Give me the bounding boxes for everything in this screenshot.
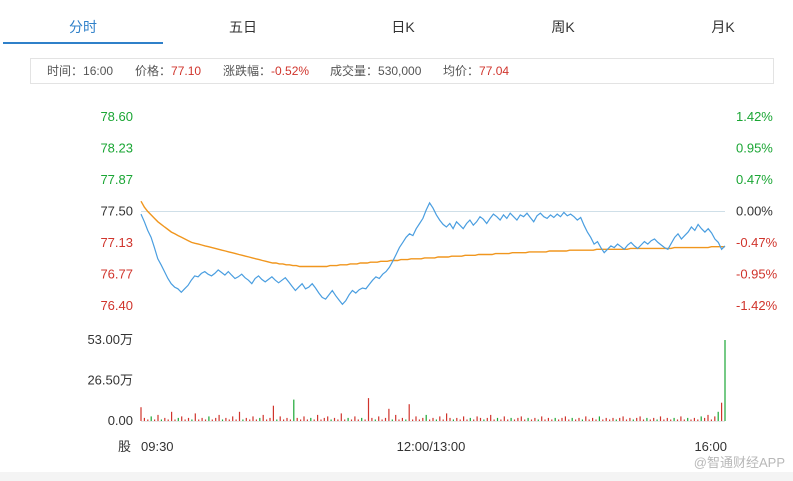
info-time-value: 16:00 <box>83 64 114 78</box>
percent-tick-label: 0.00% <box>736 204 773 219</box>
price-tick-label: 76.40 <box>100 298 133 313</box>
volume-tick-label: 53.00万 <box>87 332 133 347</box>
price-tick-label: 77.50 <box>100 204 133 219</box>
percent-tick-label: 0.47% <box>736 172 773 187</box>
info-avg-value: 77.04 <box>479 64 510 78</box>
tab-five-day[interactable]: 五日 <box>229 19 257 35</box>
volume-unit-label: 股 <box>118 439 131 454</box>
info-volume-value: 530,000 <box>378 64 422 78</box>
quote-info-bar: 时间：16:00 价格：77.10 涨跌幅：-0.52% 成交量：530,000… <box>30 58 774 84</box>
volume-axis: 53.00万 26.50万 0.00 <box>87 332 133 428</box>
price-tick-label: 78.60 <box>100 109 133 124</box>
percent-tick-label: 1.42% <box>736 109 773 124</box>
info-avg: 均价：77.04 <box>443 59 509 83</box>
volume-tick-label: 0.00 <box>108 413 133 428</box>
time-tick-label: 09:30 <box>141 439 174 454</box>
volume-bars <box>140 340 726 421</box>
tab-monthly-k[interactable]: 月K <box>711 19 735 35</box>
price-tick-label: 78.23 <box>100 141 133 156</box>
percent-tick-label: -0.47% <box>736 235 778 250</box>
time-tick-label: 12:00/13:00 <box>397 439 466 454</box>
info-time-label: 时间： <box>47 64 84 78</box>
info-volume-label: 成交量： <box>330 64 379 78</box>
info-price-value: 77.10 <box>171 64 202 78</box>
info-change-label: 涨跌幅： <box>223 64 272 78</box>
active-tab-indicator <box>3 42 163 44</box>
info-volume: 成交量：530,000 <box>330 59 421 83</box>
price-line <box>140 201 726 306</box>
period-tabs: 分时 五日 日K 周K 月K <box>0 0 793 46</box>
average-price-line <box>140 200 725 268</box>
price-tick-label: 76.77 <box>100 267 133 282</box>
info-change: 涨跌幅：-0.52% <box>223 59 309 83</box>
tab-daily-k[interactable]: 日K <box>391 19 415 35</box>
time-axis: 股 09:30 12:00/13:00 16:00 <box>118 439 727 454</box>
price-axis: 78.60 78.23 77.87 77.50 77.13 76.77 76.40 <box>100 109 133 313</box>
percent-tick-label: -1.42% <box>736 298 778 313</box>
info-time: 时间：16:00 <box>47 59 113 83</box>
watermark: @智通财经APP <box>693 455 785 470</box>
price-tick-label: 77.13 <box>100 235 133 250</box>
info-price-label: 价格： <box>135 64 172 78</box>
info-price: 价格：77.10 <box>135 59 201 83</box>
intraday-chart: 78.60 78.23 77.87 77.50 77.13 76.77 76.40 1.42… <box>87 109 778 454</box>
info-change-value: -0.52% <box>271 64 310 78</box>
percent-tick-label: -0.95% <box>736 267 778 282</box>
time-tick-label: 16:00 <box>694 439 727 454</box>
footer-bar <box>0 472 793 481</box>
percent-axis: 1.42% 0.95% 0.47% 0.00% -0.47% -0.95% -1.42% <box>736 109 778 313</box>
percent-tick-label: 0.95% <box>736 141 773 156</box>
tab-intraday[interactable]: 分时 <box>69 19 97 35</box>
tab-weekly-k[interactable]: 周K <box>551 19 575 35</box>
volume-tick-label: 26.50万 <box>87 373 133 388</box>
price-tick-label: 77.87 <box>100 172 133 187</box>
info-avg-label: 均价： <box>443 64 480 78</box>
